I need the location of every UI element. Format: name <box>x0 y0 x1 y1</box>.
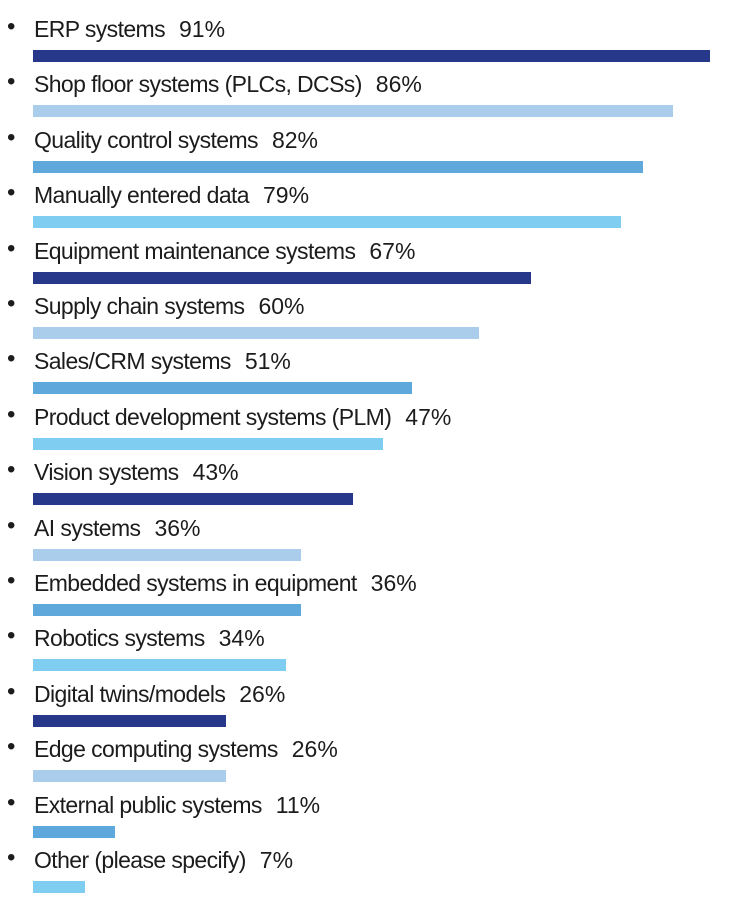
category-name: Quality control systems <box>34 126 259 153</box>
chart-row: • Robotics systems 34% <box>0 613 738 672</box>
category-label: AI systems 36% <box>34 515 201 541</box>
value-label: 82% <box>271 126 318 153</box>
category-label: Equipment maintenance systems 67% <box>34 238 415 264</box>
category-name: External public systems <box>34 791 262 818</box>
bar <box>33 437 383 450</box>
value-label: 26% <box>239 680 286 707</box>
bar <box>33 770 227 783</box>
category-label: Robotics systems 34% <box>34 625 265 651</box>
value-label: 47% <box>405 403 452 430</box>
value-label: 26% <box>291 736 338 763</box>
category-label: Manually entered data 79% <box>34 182 309 208</box>
value-label: 36% <box>154 514 201 541</box>
bullet-icon: • <box>7 733 16 761</box>
bar <box>33 105 673 118</box>
value-label: 34% <box>218 625 265 652</box>
chart-row: • ERP systems 91% <box>0 4 738 62</box>
chart-row: • AI systems 36% <box>0 503 738 561</box>
bullet-icon: • <box>7 456 16 484</box>
bullet-icon: • <box>7 345 16 373</box>
chart-row: • Edge computing systems 26% <box>0 724 738 783</box>
bullet-icon: • <box>7 234 16 262</box>
chart-row: • Shop floor systems (PLCs, DCSs) 86% <box>0 59 738 118</box>
bullet-icon: • <box>7 511 16 539</box>
category-label: Shop floor systems (PLCs, DCSs) 86% <box>34 71 422 97</box>
bullet-icon: • <box>7 400 16 428</box>
chart-row: • Product development systems (PLM) 47% <box>0 392 738 450</box>
bar <box>33 327 480 339</box>
bar <box>33 160 644 173</box>
category-name: Equipment maintenance systems <box>34 237 356 264</box>
chart-row: • Manually entered data 79% <box>0 170 738 229</box>
bullet-icon: • <box>7 677 16 705</box>
bar <box>33 382 413 395</box>
category-name: Embedded systems in equipment <box>34 570 357 596</box>
bullet-icon: • <box>7 844 16 871</box>
value-label: 36% <box>370 570 417 596</box>
value-label: 91% <box>179 16 226 42</box>
category-label: Other (please specify) 7% <box>34 847 293 873</box>
chart-row: • Other (please specify) 7% <box>0 835 738 893</box>
bullet-icon: • <box>7 290 16 317</box>
category-name: Digital twins/models <box>34 680 226 707</box>
category-name: Manually entered data <box>34 182 250 209</box>
category-name: Edge computing systems <box>34 736 278 763</box>
bullet-icon: • <box>7 179 16 207</box>
chart-row: • Supply chain systems 60% <box>0 281 738 339</box>
bar <box>33 881 86 893</box>
bar <box>33 548 301 561</box>
chart-row: • Equipment maintenance systems 67% <box>0 226 738 284</box>
category-name: Shop floor systems (PLCs, DCSs) <box>34 71 362 98</box>
category-label: Sales/CRM systems 51% <box>34 348 291 374</box>
chart-row: • Quality control systems 82% <box>0 115 738 173</box>
category-name: ERP systems <box>34 16 166 42</box>
category-name: Sales/CRM systems <box>34 348 231 375</box>
bar <box>33 50 710 62</box>
category-label: Edge computing systems 26% <box>34 736 338 762</box>
category-label: Quality control systems 82% <box>34 127 318 153</box>
bar <box>33 216 621 229</box>
category-label: Digital twins/models 26% <box>34 681 285 707</box>
category-name: AI systems <box>34 514 141 541</box>
chart-row: • Embedded systems in equipment 36% <box>0 558 738 616</box>
category-name: Vision systems <box>34 459 179 486</box>
category-name: Product development systems (PLM) <box>34 403 392 430</box>
bar <box>33 271 532 284</box>
category-label: Embedded systems in equipment 36% <box>34 570 417 596</box>
category-label: Product development systems (PLM) 47% <box>34 404 451 430</box>
bullet-icon: • <box>7 788 16 816</box>
bar <box>33 659 286 672</box>
category-label: Vision systems 43% <box>34 459 239 485</box>
bullet-icon: • <box>7 123 16 151</box>
category-label: ERP systems 91% <box>34 16 225 42</box>
value-label: 43% <box>192 459 239 486</box>
value-label: 67% <box>369 237 416 264</box>
bullet-icon: • <box>7 622 16 650</box>
value-label: 86% <box>375 71 422 98</box>
bar <box>33 493 353 506</box>
bar <box>33 714 227 727</box>
value-label: 51% <box>244 348 291 375</box>
bar <box>33 604 301 616</box>
category-name: Robotics systems <box>34 625 205 652</box>
chart-row: • Vision systems 43% <box>0 447 738 506</box>
value-label: 60% <box>258 293 305 319</box>
value-label: 79% <box>263 182 310 209</box>
bullet-icon: • <box>7 13 16 40</box>
value-label: 11% <box>275 791 321 818</box>
bar <box>33 825 115 838</box>
chart-row: • Sales/CRM systems 51% <box>0 336 738 395</box>
category-name: Other (please specify) <box>34 847 246 873</box>
chart-row: • External public systems 11% <box>0 780 738 838</box>
category-label: External public systems 11% <box>34 792 320 818</box>
category-label: Supply chain systems 60% <box>34 293 304 319</box>
chart-row: • Digital twins/models 26% <box>0 669 738 727</box>
category-name: Supply chain systems <box>34 293 245 319</box>
bullet-icon: • <box>7 68 16 96</box>
value-label: 7% <box>259 847 294 873</box>
bullet-icon: • <box>7 567 16 594</box>
